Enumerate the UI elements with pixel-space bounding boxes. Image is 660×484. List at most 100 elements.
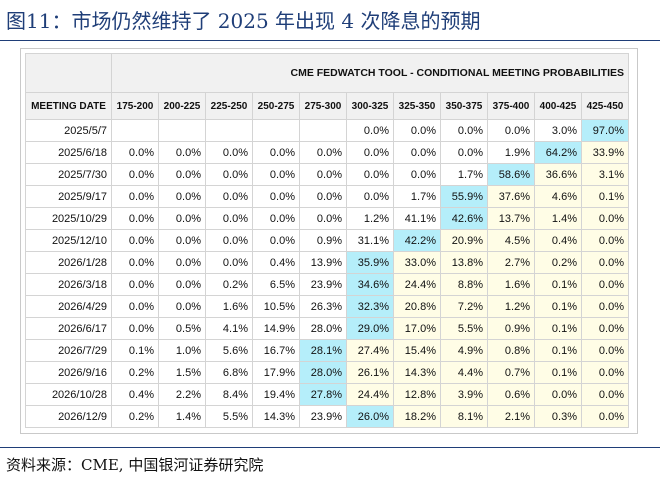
table-row: 2025/9/17 0.0% 0.0% 0.0% 0.0% 0.0% 0.0% 1.7% 55.… (25, 185, 629, 208)
probability-cell: 0.0% (205, 141, 253, 164)
probability-cell: 0.0% (252, 207, 300, 230)
probability-cell: 97.0% (581, 119, 629, 142)
probability-cell: 18.2% (393, 405, 441, 428)
rate-range-header: 425-450 (581, 92, 629, 120)
meeting-date-cell: 2025/6/18 (25, 141, 112, 164)
probability-cell: 0.9% (299, 229, 347, 252)
probability-cell: 0.0% (393, 141, 441, 164)
probability-cell: 1.4% (534, 207, 582, 230)
probability-cell: 0.0% (158, 229, 206, 252)
probability-cell: 0.0% (299, 141, 347, 164)
probability-cell: 3.9% (440, 383, 488, 406)
rate-range-header: 400-425 (534, 92, 582, 120)
probability-cell: 1.0% (158, 339, 206, 362)
probability-cell: 24.4% (346, 383, 394, 406)
probability-cell: 26.1% (346, 361, 394, 384)
probability-cell (158, 119, 206, 142)
probability-cell: 0.0% (205, 251, 253, 274)
probability-cell: 0.0% (581, 207, 629, 230)
probability-cell: 0.2% (534, 251, 582, 274)
probability-cell: 1.2% (487, 295, 535, 318)
probability-cell: 0.0% (111, 317, 159, 340)
probability-cell: 33.0% (393, 251, 441, 274)
probability-cell: 1.2% (346, 207, 394, 230)
meeting-date-cell: 2026/4/29 (25, 295, 112, 318)
probability-cell: 8.4% (205, 383, 253, 406)
probability-cell: 0.0% (111, 141, 159, 164)
probability-cell: 0.0% (205, 207, 253, 230)
table-row: 2025/5/7 0.0% 0.0% 0.0% 0.0% 3.0% 97.0% (25, 119, 629, 142)
probability-cell: 0.0% (581, 317, 629, 340)
probability-cell: 0.0% (487, 119, 535, 142)
probability-cell: 0.0% (111, 251, 159, 274)
probability-cell: 17.0% (393, 317, 441, 340)
probability-cell: 23.9% (299, 405, 347, 428)
probability-cell: 1.5% (158, 361, 206, 384)
probability-cell: 0.0% (252, 185, 300, 208)
probability-cell: 19.4% (252, 383, 300, 406)
probability-cell: 0.6% (487, 383, 535, 406)
probability-cell: 3.0% (534, 119, 582, 142)
meeting-date-cell: 2025/5/7 (25, 119, 112, 142)
probability-cell: 36.6% (534, 163, 582, 186)
probability-cell: 0.0% (205, 185, 253, 208)
probability-cell (111, 119, 159, 142)
probability-cell: 37.6% (487, 185, 535, 208)
probability-table: CME FEDWATCH TOOL - CONDITIONAL MEETING … (25, 53, 629, 428)
rate-range-header: 375-400 (487, 92, 535, 120)
probability-cell: 5.5% (205, 405, 253, 428)
probability-cell: 0.1% (111, 339, 159, 362)
probability-cell: 1.9% (487, 141, 535, 164)
probability-cell: 0.0% (393, 119, 441, 142)
meeting-date-cell: 2026/3/18 (25, 273, 112, 296)
probability-cell: 28.0% (299, 361, 347, 384)
probability-cell: 12.8% (393, 383, 441, 406)
probability-cell: 0.1% (534, 361, 582, 384)
probability-cell: 1.7% (440, 163, 488, 186)
rate-range-header: 200-225 (158, 92, 206, 120)
probability-cell: 0.0% (111, 273, 159, 296)
rate-range-header: 300-325 (346, 92, 394, 120)
probability-cell: 0.0% (581, 273, 629, 296)
probability-cell: 0.1% (581, 185, 629, 208)
probability-cell: 32.3% (346, 295, 394, 318)
probability-cell: 26.0% (346, 405, 394, 428)
probability-cell: 0.1% (534, 273, 582, 296)
probability-cell: 0.0% (440, 119, 488, 142)
probability-cell: 4.1% (205, 317, 253, 340)
meeting-date-cell: 2025/9/17 (25, 185, 112, 208)
table-row: 2026/10/28 0.4% 2.2% 8.4% 19.4% 27.8% 24.4% 12.… (25, 383, 629, 406)
probability-cell: 27.8% (299, 383, 347, 406)
probability-cell: 16.7% (252, 339, 300, 362)
probability-cell: 0.0% (111, 185, 159, 208)
probability-cell: 0.0% (346, 185, 394, 208)
probability-cell: 5.6% (205, 339, 253, 362)
probability-cell: 0.7% (487, 361, 535, 384)
bottom-rule (0, 447, 660, 448)
table-row: 2026/6/17 0.0% 0.5% 4.1% 14.9% 28.0% 29.0% 17.0… (25, 317, 629, 340)
probability-cell: 0.0% (346, 119, 394, 142)
probability-cell: 0.0% (581, 339, 629, 362)
probability-cell: 42.2% (393, 229, 441, 252)
table-row: 2025/6/18 0.0% 0.0% 0.0% 0.0% 0.0% 0.0% 0.0% 0.0… (25, 141, 629, 164)
meeting-date-cell: 2026/6/17 (25, 317, 112, 340)
probability-cell: 4.4% (440, 361, 488, 384)
probability-cell: 5.5% (440, 317, 488, 340)
table-row: 2026/7/29 0.1% 1.0% 5.6% 16.7% 28.1% 27.4% 15.4… (25, 339, 629, 362)
column-header-row: MEETING DATE 175-200 200-225 225-250 250-27… (25, 92, 629, 120)
probability-cell: 35.9% (346, 251, 394, 274)
probability-cell: 13.8% (440, 251, 488, 274)
probability-cell: 0.0% (581, 361, 629, 384)
probability-cell: 1.6% (487, 273, 535, 296)
meeting-date-cell: 2025/12/10 (25, 229, 112, 252)
probability-cell: 8.1% (440, 405, 488, 428)
probability-cell: 0.9% (487, 317, 535, 340)
table-title-row: CME FEDWATCH TOOL - CONDITIONAL MEETING … (25, 53, 629, 93)
probability-cell: 0.0% (581, 405, 629, 428)
probability-cell: 42.6% (440, 207, 488, 230)
probability-cell: 29.0% (346, 317, 394, 340)
probability-cell: 0.0% (581, 251, 629, 274)
meeting-date-header: MEETING DATE (25, 92, 112, 120)
probability-cell: 58.6% (487, 163, 535, 186)
probability-cell: 2.1% (487, 405, 535, 428)
